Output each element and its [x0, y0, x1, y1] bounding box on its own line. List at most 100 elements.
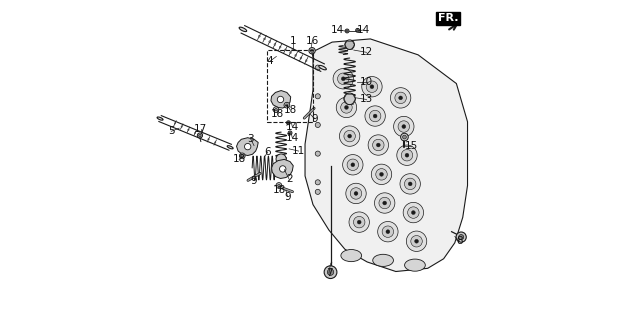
Text: 18: 18 [273, 185, 286, 195]
Circle shape [287, 121, 290, 124]
Circle shape [411, 236, 423, 247]
Circle shape [277, 96, 284, 103]
Ellipse shape [404, 259, 425, 271]
Polygon shape [271, 91, 290, 108]
Circle shape [382, 201, 387, 205]
Circle shape [241, 155, 244, 157]
Circle shape [275, 108, 277, 111]
Ellipse shape [227, 146, 233, 149]
Text: 9: 9 [251, 176, 257, 186]
Circle shape [339, 126, 360, 146]
Ellipse shape [157, 117, 163, 120]
Circle shape [324, 266, 337, 278]
Circle shape [197, 133, 202, 138]
Text: 3: 3 [247, 134, 254, 144]
Text: 14: 14 [285, 122, 299, 132]
Circle shape [357, 29, 359, 31]
Circle shape [276, 183, 282, 188]
Circle shape [345, 40, 354, 50]
Circle shape [408, 207, 419, 218]
Text: 10: 10 [360, 77, 373, 87]
Circle shape [344, 93, 356, 105]
Circle shape [287, 122, 289, 124]
Circle shape [411, 211, 415, 214]
Text: 17: 17 [194, 124, 207, 134]
Circle shape [269, 41, 270, 43]
Circle shape [357, 220, 361, 224]
Circle shape [278, 184, 280, 187]
Circle shape [290, 52, 292, 53]
Circle shape [316, 123, 321, 127]
Circle shape [354, 192, 358, 196]
Circle shape [309, 48, 316, 54]
Circle shape [310, 49, 314, 52]
Polygon shape [272, 159, 293, 179]
Circle shape [401, 149, 413, 161]
Circle shape [376, 143, 380, 147]
Circle shape [174, 123, 176, 124]
Circle shape [264, 38, 265, 40]
Circle shape [295, 54, 297, 56]
Text: 5: 5 [168, 126, 175, 136]
Circle shape [397, 145, 417, 165]
Circle shape [316, 65, 321, 70]
Circle shape [188, 129, 189, 131]
Circle shape [341, 77, 345, 81]
Text: 11: 11 [292, 146, 305, 156]
Circle shape [372, 139, 384, 151]
Circle shape [368, 135, 389, 155]
Circle shape [344, 106, 348, 109]
Text: 6: 6 [264, 147, 271, 157]
Circle shape [373, 114, 377, 118]
Circle shape [344, 130, 356, 142]
Circle shape [316, 189, 321, 195]
Text: 1: 1 [290, 36, 296, 45]
Text: 14: 14 [357, 25, 370, 35]
Ellipse shape [372, 254, 394, 267]
Circle shape [347, 159, 359, 171]
Circle shape [198, 134, 201, 137]
Text: 18: 18 [284, 105, 297, 115]
Circle shape [342, 155, 363, 175]
Circle shape [300, 57, 302, 59]
Circle shape [403, 135, 406, 139]
Circle shape [406, 231, 427, 252]
Text: FR.: FR. [438, 13, 459, 23]
Text: 12: 12 [360, 47, 373, 57]
Circle shape [316, 151, 321, 156]
Text: 14: 14 [331, 25, 344, 35]
Circle shape [395, 92, 406, 104]
Circle shape [402, 124, 406, 128]
Circle shape [414, 239, 418, 243]
Circle shape [403, 202, 424, 223]
Circle shape [346, 30, 348, 32]
Circle shape [394, 116, 414, 137]
Circle shape [369, 110, 381, 122]
Circle shape [316, 94, 321, 99]
Circle shape [401, 133, 408, 141]
Circle shape [408, 182, 412, 186]
Circle shape [379, 197, 391, 209]
Circle shape [379, 172, 383, 176]
Circle shape [239, 153, 245, 159]
Text: 13: 13 [360, 94, 373, 104]
Circle shape [285, 104, 288, 107]
Circle shape [305, 60, 307, 62]
Circle shape [374, 193, 395, 213]
Circle shape [195, 132, 196, 134]
Circle shape [382, 226, 394, 237]
Circle shape [365, 106, 386, 126]
Polygon shape [237, 138, 258, 156]
Circle shape [345, 29, 349, 33]
Ellipse shape [319, 65, 326, 70]
Text: 4: 4 [267, 56, 274, 66]
Circle shape [398, 121, 409, 132]
Text: 14: 14 [285, 133, 299, 143]
Circle shape [337, 73, 349, 84]
Circle shape [404, 178, 416, 190]
Circle shape [274, 44, 276, 45]
Text: 9: 9 [284, 192, 291, 202]
Circle shape [376, 169, 387, 180]
Circle shape [208, 139, 209, 140]
Circle shape [181, 126, 182, 127]
